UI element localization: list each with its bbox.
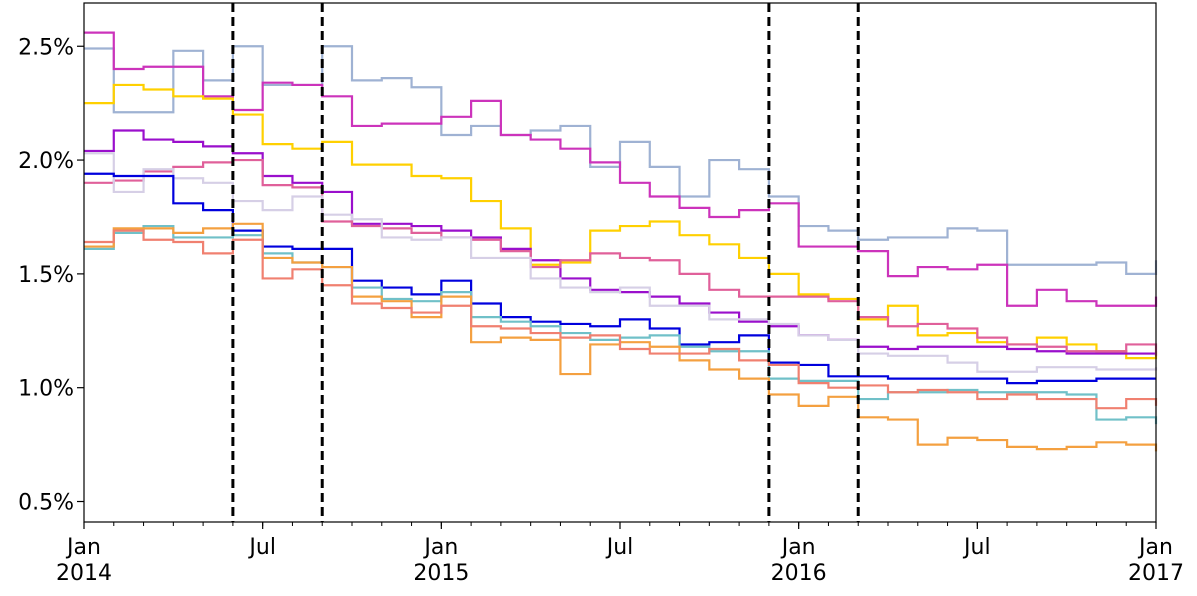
x-tick-label: 2015 <box>413 561 469 586</box>
x-tick-label: Jan <box>1137 535 1173 560</box>
x-tick-label: 2017 <box>1128 561 1184 586</box>
x-tick-label: Jul <box>605 535 634 560</box>
x-tick-label: Jan <box>422 535 458 560</box>
series-line <box>84 83 1158 360</box>
series-line <box>84 172 1156 385</box>
series-line <box>84 31 1158 307</box>
series-line <box>84 158 1158 356</box>
y-tick-label: 1.5% <box>18 263 74 288</box>
series-line <box>84 222 1158 452</box>
y-tick-label: 1.0% <box>18 377 74 402</box>
x-tick-label: Jul <box>247 535 276 560</box>
plot-frame <box>83 2 1157 523</box>
x-tick-label: Jul <box>962 535 991 560</box>
x-tick-label: 2016 <box>771 561 827 586</box>
y-tick-label: 2.0% <box>18 149 74 174</box>
series-line <box>84 45 1158 275</box>
series-line <box>84 229 1158 410</box>
y-tick-label: 2.5% <box>18 35 74 60</box>
series-line <box>84 152 1158 373</box>
x-tick-label: 2014 <box>56 561 112 586</box>
x-tick-label: Jan <box>65 535 101 560</box>
x-tick-label: Jan <box>780 535 816 560</box>
y-tick-label: 0.5% <box>18 491 74 516</box>
